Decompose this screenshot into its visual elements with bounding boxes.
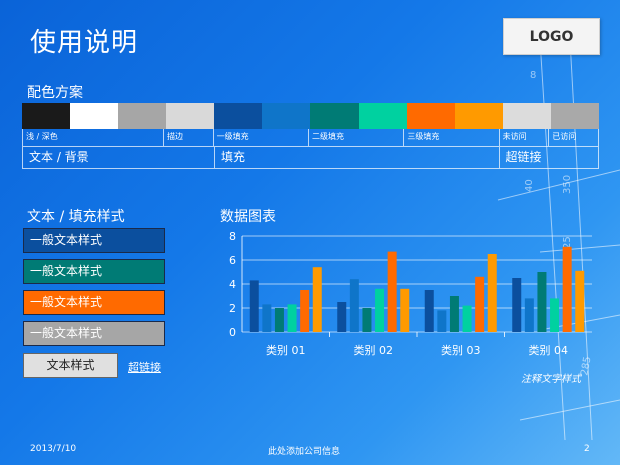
style-sample: 一般文本样式 xyxy=(23,321,165,346)
color-swatch xyxy=(550,103,599,129)
chart-bar xyxy=(562,246,572,332)
palette-categories: 文本 / 背景 填充 超链接 xyxy=(22,147,599,169)
palette-labels: 浅 / 深色 描边 一级填充 二级填充 三级填充 未访问 已访问 xyxy=(22,129,599,147)
chart-bar xyxy=(424,290,434,332)
x-tick-label: 类别 01 xyxy=(266,343,306,357)
palette-heading: 配色方案 xyxy=(27,85,83,101)
chart-bar xyxy=(349,279,359,332)
x-tick-label: 类别 04 xyxy=(529,343,569,357)
color-swatch xyxy=(454,103,503,129)
style-sample: 一般文本样式 xyxy=(23,259,165,284)
chart-bar xyxy=(287,304,297,332)
color-swatch xyxy=(262,103,311,129)
text-style-sample: 文本样式 xyxy=(23,353,118,378)
style-sample: 一般文本样式 xyxy=(23,290,165,315)
chart-bar xyxy=(462,305,472,332)
y-tick-label: 2 xyxy=(229,302,236,315)
palette-label: 三级填充 xyxy=(404,129,500,146)
decor-number: 350 xyxy=(562,175,573,194)
palette-label: 未访问 xyxy=(500,129,550,146)
decor-number: 8 xyxy=(530,70,536,81)
decor-number: 285 xyxy=(579,356,593,377)
color-swatch xyxy=(22,103,71,129)
chart-bar xyxy=(524,298,534,332)
decor-number: 25 xyxy=(562,236,573,249)
chart-bar xyxy=(375,288,385,332)
decor-number: 40 xyxy=(524,179,535,192)
chart-bar xyxy=(262,304,272,332)
chart-heading: 数据图表 xyxy=(220,209,276,225)
page-number: 2 xyxy=(584,444,590,454)
swatch-row xyxy=(22,103,599,129)
color-swatch xyxy=(118,103,167,129)
chart-bar xyxy=(312,267,322,332)
palette-category: 填充 xyxy=(215,147,500,168)
y-tick-label: 6 xyxy=(229,254,236,267)
color-swatch xyxy=(358,103,407,129)
x-tick-label: 类别 02 xyxy=(354,343,394,357)
page-title: 使用说明 xyxy=(30,28,139,58)
palette-category: 文本 / 背景 xyxy=(23,147,215,168)
chart-bar xyxy=(449,296,459,332)
chart-bar xyxy=(387,251,397,332)
y-tick-label: 4 xyxy=(229,278,236,291)
x-tick-label: 类别 03 xyxy=(441,343,481,357)
chart-bar xyxy=(362,308,372,332)
chart-bar xyxy=(300,290,310,332)
palette-label: 已访问 xyxy=(552,132,577,141)
palette-category: 超链接 xyxy=(505,150,542,164)
chart-bar xyxy=(475,276,485,332)
chart-bar xyxy=(249,280,259,332)
chart-bar xyxy=(550,298,560,332)
color-swatch xyxy=(166,103,215,129)
palette-label: 浅 / 深色 xyxy=(23,129,164,146)
chart-bar xyxy=(337,302,347,332)
annotation-text: 注释文字样式 xyxy=(521,374,581,385)
hyperlink-sample[interactable]: 超链接 xyxy=(128,361,161,374)
chart-bar xyxy=(400,288,410,332)
y-tick-label: 8 xyxy=(229,230,236,243)
y-tick-label: 0 xyxy=(229,326,236,339)
palette-label: 一级填充 xyxy=(214,129,309,146)
color-swatch xyxy=(502,103,551,129)
styles-heading: 文本 / 填充样式 xyxy=(27,209,125,225)
palette-label: 二级填充 xyxy=(309,129,405,146)
palette-label: 描边 xyxy=(164,129,214,146)
color-swatch xyxy=(406,103,455,129)
style-sample: 一般文本样式 xyxy=(23,228,165,253)
color-swatch xyxy=(70,103,119,129)
color-swatch xyxy=(310,103,359,129)
logo: LOGO xyxy=(503,18,600,55)
chart-bar xyxy=(437,310,447,332)
chart-bar xyxy=(537,272,547,332)
chart-bar xyxy=(274,308,284,332)
footer-company: 此处添加公司信息 xyxy=(268,447,341,457)
color-palette: 浅 / 深色 描边 一级填充 二级填充 三级填充 未访问 已访问 文本 / 背景… xyxy=(22,103,599,169)
footer-date: 2013/7/10 xyxy=(30,444,77,454)
color-swatch xyxy=(214,103,263,129)
chart-bar xyxy=(487,254,497,332)
bar-chart: 0 2 4 6 8 类别 01 类别 02 类别 03 类别 04 xyxy=(229,230,592,357)
chart-bar xyxy=(512,278,522,332)
chart-bar xyxy=(575,270,585,332)
